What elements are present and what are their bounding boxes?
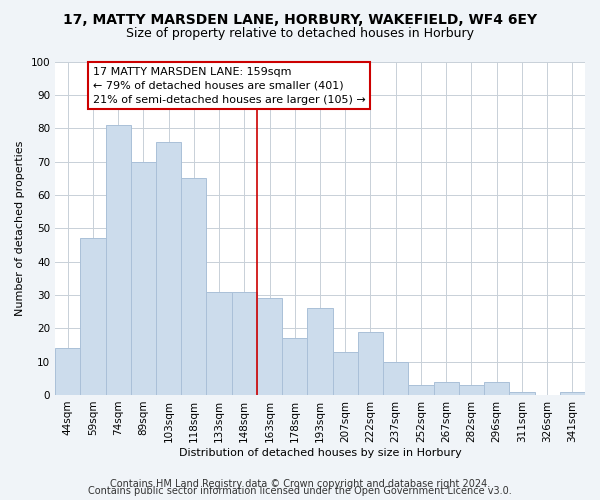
Bar	[332, 352, 358, 395]
Text: Contains public sector information licensed under the Open Government Licence v3: Contains public sector information licen…	[88, 486, 512, 496]
Y-axis label: Number of detached properties: Number of detached properties	[15, 140, 25, 316]
X-axis label: Distribution of detached houses by size in Horbury: Distribution of detached houses by size …	[179, 448, 461, 458]
Bar	[181, 178, 206, 395]
Text: 17 MATTY MARSDEN LANE: 159sqm
← 79% of detached houses are smaller (401)
21% of : 17 MATTY MARSDEN LANE: 159sqm ← 79% of d…	[93, 66, 365, 104]
Bar	[156, 142, 181, 395]
Bar	[484, 382, 509, 395]
Bar	[307, 308, 332, 395]
Bar	[232, 292, 257, 395]
Bar	[257, 298, 282, 395]
Text: 17, MATTY MARSDEN LANE, HORBURY, WAKEFIELD, WF4 6EY: 17, MATTY MARSDEN LANE, HORBURY, WAKEFIE…	[63, 12, 537, 26]
Bar	[106, 125, 131, 395]
Bar	[560, 392, 585, 395]
Bar	[80, 238, 106, 395]
Bar	[383, 362, 409, 395]
Bar	[282, 338, 307, 395]
Bar	[409, 385, 434, 395]
Bar	[509, 392, 535, 395]
Bar	[206, 292, 232, 395]
Text: Size of property relative to detached houses in Horbury: Size of property relative to detached ho…	[126, 28, 474, 40]
Bar	[459, 385, 484, 395]
Text: Contains HM Land Registry data © Crown copyright and database right 2024.: Contains HM Land Registry data © Crown c…	[110, 479, 490, 489]
Bar	[55, 348, 80, 395]
Bar	[131, 162, 156, 395]
Bar	[358, 332, 383, 395]
Bar	[434, 382, 459, 395]
